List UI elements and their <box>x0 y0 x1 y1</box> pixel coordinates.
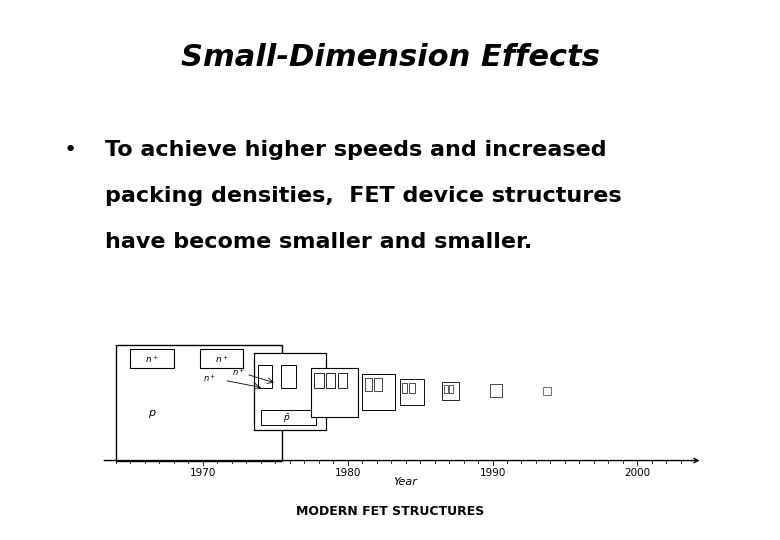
Bar <box>400 379 424 405</box>
Bar <box>410 383 415 394</box>
Text: $n^+$: $n^+$ <box>232 367 246 379</box>
Text: Small-Dimension Effects: Small-Dimension Effects <box>180 43 600 72</box>
Text: •: • <box>64 140 76 160</box>
Text: 1970: 1970 <box>190 468 216 478</box>
Text: $n^+$: $n^+$ <box>215 353 229 364</box>
Text: 2000: 2000 <box>624 468 651 478</box>
Bar <box>261 410 316 425</box>
Bar <box>338 373 347 388</box>
Bar <box>444 385 448 393</box>
Text: MODERN FET STRUCTURES: MODERN FET STRUCTURES <box>296 505 484 518</box>
Text: $p$: $p$ <box>148 408 156 420</box>
Text: $n^+$: $n^+$ <box>145 353 159 364</box>
Bar <box>449 385 453 393</box>
Bar <box>402 383 407 394</box>
Bar <box>254 353 326 430</box>
Bar <box>258 365 272 388</box>
Bar <box>200 349 243 368</box>
Text: 1990: 1990 <box>480 468 505 478</box>
Text: 1980: 1980 <box>335 468 361 478</box>
Bar <box>441 382 459 400</box>
Bar <box>543 387 551 395</box>
Bar <box>281 365 296 388</box>
Bar <box>311 368 358 417</box>
Bar <box>365 378 372 391</box>
Text: $\bar{p}$: $\bar{p}$ <box>283 411 290 424</box>
Text: packing densities,  FET device structures: packing densities, FET device structures <box>105 186 622 206</box>
Bar <box>490 384 502 397</box>
Bar <box>362 374 395 410</box>
Text: Year: Year <box>394 477 417 487</box>
Bar <box>116 345 282 461</box>
Bar <box>130 349 174 368</box>
Bar <box>314 373 324 388</box>
Text: $n^+$: $n^+$ <box>204 372 217 384</box>
Text: To achieve higher speeds and increased: To achieve higher speeds and increased <box>105 140 607 160</box>
Text: have become smaller and smaller.: have become smaller and smaller. <box>105 232 533 252</box>
Bar <box>374 378 381 391</box>
Bar <box>326 373 335 388</box>
